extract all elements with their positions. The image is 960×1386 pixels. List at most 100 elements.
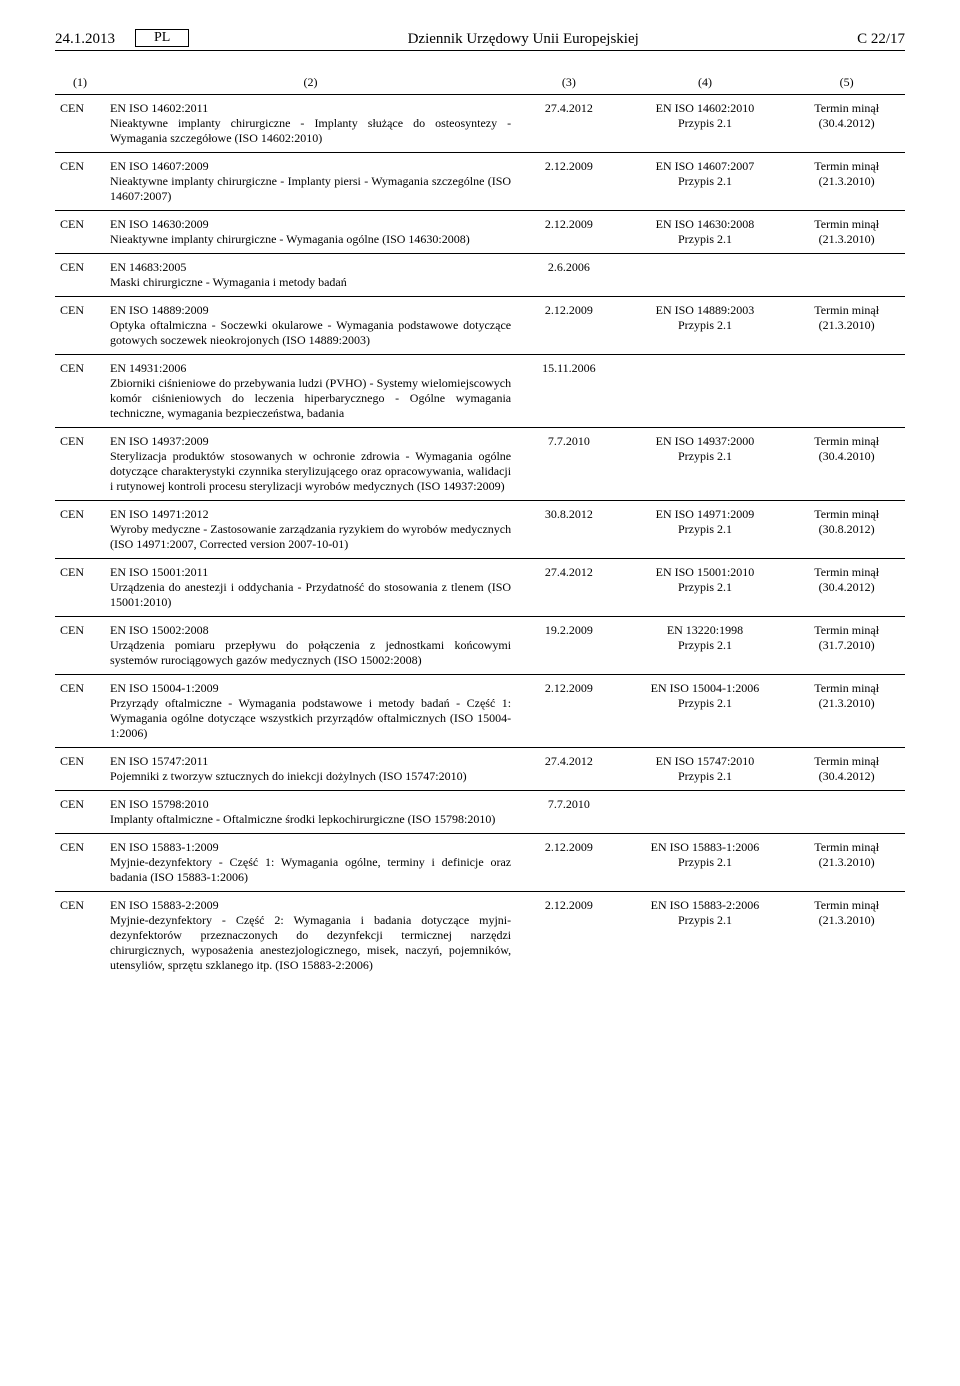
ref-cell: EN ISO 14937:2000Przypis 2.1 <box>622 428 789 501</box>
col-header-3: (3) <box>516 69 622 95</box>
standard-id: EN ISO 14889:2009 <box>110 303 511 318</box>
standard-cell: EN 14683:2005Maski chirurgiczne - Wymaga… <box>105 254 516 297</box>
term-cell <box>788 254 905 297</box>
table-row: CENEN ISO 15004-1:2009Przyrządy oftalmic… <box>55 675 905 748</box>
ref-standard: EN ISO 15001:2010 <box>627 565 784 580</box>
ref-standard: EN ISO 15747:2010 <box>627 754 784 769</box>
term-cell: Termin minął(30.4.2012) <box>788 95 905 153</box>
term-cell: Termin minął(30.4.2012) <box>788 559 905 617</box>
date-cell: 2.12.2009 <box>516 834 622 892</box>
table-row: CENEN ISO 14630:2009Nieaktywne implanty … <box>55 211 905 254</box>
ref-cell: EN ISO 15747:2010Przypis 2.1 <box>622 748 789 791</box>
ref-note: Przypis 2.1 <box>627 116 784 131</box>
standard-cell: EN ISO 14630:2009Nieaktywne implanty chi… <box>105 211 516 254</box>
date-cell: 27.4.2012 <box>516 95 622 153</box>
header-page: C 22/17 <box>857 31 905 48</box>
date-cell: 19.2.2009 <box>516 617 622 675</box>
page-header: 24.1.2013 PL Dziennik Urzędowy Unii Euro… <box>55 30 905 51</box>
standard-desc: Wyroby medyczne - Zastosowanie zarządzan… <box>110 522 511 552</box>
org-cell: CEN <box>55 428 105 501</box>
standard-cell: EN ISO 15798:2010Implanty oftalmiczne - … <box>105 791 516 834</box>
standard-desc: Nieaktywne implanty chirurgiczne - Wymag… <box>110 232 511 247</box>
org-cell: CEN <box>55 675 105 748</box>
standard-id: EN ISO 15883-2:2009 <box>110 898 511 913</box>
term-date: (30.4.2012) <box>793 116 900 131</box>
standard-desc: Urządzenia pomiaru przepływu do połączen… <box>110 638 511 668</box>
standard-desc: Nieaktywne implanty chirurgiczne - Impla… <box>110 174 511 204</box>
date-cell: 2.12.2009 <box>516 211 622 254</box>
ref-standard: EN ISO 14602:2010 <box>627 101 784 116</box>
term-date: (30.4.2012) <box>793 580 900 595</box>
org-cell: CEN <box>55 559 105 617</box>
term-cell: Termin minął(31.7.2010) <box>788 617 905 675</box>
term-date: (31.7.2010) <box>793 638 900 653</box>
ref-cell: EN ISO 14607:2007Przypis 2.1 <box>622 153 789 211</box>
standard-cell: EN ISO 15747:2011Pojemniki z tworzyw szt… <box>105 748 516 791</box>
ref-cell: EN 13220:1998Przypis 2.1 <box>622 617 789 675</box>
date-cell: 7.7.2010 <box>516 791 622 834</box>
standard-desc: Sterylizacja produktów stosowanych w och… <box>110 449 511 494</box>
term-cell: Termin minął(21.3.2010) <box>788 297 905 355</box>
date-cell: 2.12.2009 <box>516 675 622 748</box>
table-row: CENEN ISO 14937:2009Sterylizacja produkt… <box>55 428 905 501</box>
ref-cell: EN ISO 14889:2003Przypis 2.1 <box>622 297 789 355</box>
standard-desc: Maski chirurgiczne - Wymagania i metody … <box>110 275 511 290</box>
standard-cell: EN 14931:2006Zbiorniki ciśnieniowe do pr… <box>105 355 516 428</box>
ref-cell: EN ISO 15883-2:2006Przypis 2.1 <box>622 892 789 980</box>
term-cell <box>788 791 905 834</box>
standard-id: EN ISO 15001:2011 <box>110 565 511 580</box>
ref-note: Przypis 2.1 <box>627 449 784 464</box>
standard-cell: EN ISO 14971:2012Wyroby medyczne - Zasto… <box>105 501 516 559</box>
ref-standard: EN ISO 15883-1:2006 <box>627 840 784 855</box>
ref-note: Przypis 2.1 <box>627 855 784 870</box>
standard-id: EN ISO 15883-1:2009 <box>110 840 511 855</box>
ref-cell <box>622 791 789 834</box>
standard-id: EN ISO 14602:2011 <box>110 101 511 116</box>
term-text: Termin minął <box>793 217 900 232</box>
standard-id: EN ISO 14607:2009 <box>110 159 511 174</box>
date-cell: 2.12.2009 <box>516 153 622 211</box>
standard-desc: Optyka oftalmiczna - Soczewki okularowe … <box>110 318 511 348</box>
table-header-row: (1) (2) (3) (4) (5) <box>55 69 905 95</box>
term-date: (21.3.2010) <box>793 913 900 928</box>
term-text: Termin minął <box>793 681 900 696</box>
ref-note: Przypis 2.1 <box>627 522 784 537</box>
org-cell: CEN <box>55 297 105 355</box>
table-row: CENEN 14931:2006Zbiorniki ciśnieniowe do… <box>55 355 905 428</box>
org-cell: CEN <box>55 211 105 254</box>
ref-cell: EN ISO 15883-1:2006Przypis 2.1 <box>622 834 789 892</box>
term-date: (21.3.2010) <box>793 696 900 711</box>
org-cell: CEN <box>55 748 105 791</box>
header-date: 24.1.2013 <box>55 31 115 48</box>
ref-cell <box>622 254 789 297</box>
term-cell: Termin minął(30.4.2012) <box>788 748 905 791</box>
date-cell: 30.8.2012 <box>516 501 622 559</box>
ref-note: Przypis 2.1 <box>627 769 784 784</box>
date-cell: 27.4.2012 <box>516 559 622 617</box>
table-row: CEN EN ISO 14607:2009Nieaktywne implanty … <box>55 153 905 211</box>
col-header-5: (5) <box>788 69 905 95</box>
table-row: CENEN ISO 15001:2011Urządzenia do aneste… <box>55 559 905 617</box>
standard-desc: Przyrządy oftalmiczne - Wymagania podsta… <box>110 696 511 741</box>
ref-note: Przypis 2.1 <box>627 696 784 711</box>
standard-id: EN ISO 15002:2008 <box>110 623 511 638</box>
term-text: Termin minął <box>793 840 900 855</box>
term-text: Termin minął <box>793 101 900 116</box>
org-cell: CEN <box>55 153 105 211</box>
org-cell: CEN <box>55 501 105 559</box>
standard-id: EN ISO 15798:2010 <box>110 797 511 812</box>
standard-desc: Implanty oftalmiczne - Oftalmiczne środk… <box>110 812 511 827</box>
term-date: (21.3.2010) <box>793 318 900 333</box>
ref-standard: EN ISO 14971:2009 <box>627 507 784 522</box>
org-cell: CEN <box>55 355 105 428</box>
table-row: CENEN ISO 15798:2010Implanty oftalmiczne… <box>55 791 905 834</box>
date-cell: 27.4.2012 <box>516 748 622 791</box>
standard-id: EN 14683:2005 <box>110 260 511 275</box>
org-cell: CEN <box>55 791 105 834</box>
ref-note: Przypis 2.1 <box>627 913 784 928</box>
term-cell <box>788 355 905 428</box>
date-cell: 7.7.2010 <box>516 428 622 501</box>
term-date: (30.4.2012) <box>793 769 900 784</box>
standards-table: (1) (2) (3) (4) (5) CEN EN ISO 14602:2011… <box>55 69 905 979</box>
ref-cell: EN ISO 14602:2010Przypis 2.1 <box>622 95 789 153</box>
